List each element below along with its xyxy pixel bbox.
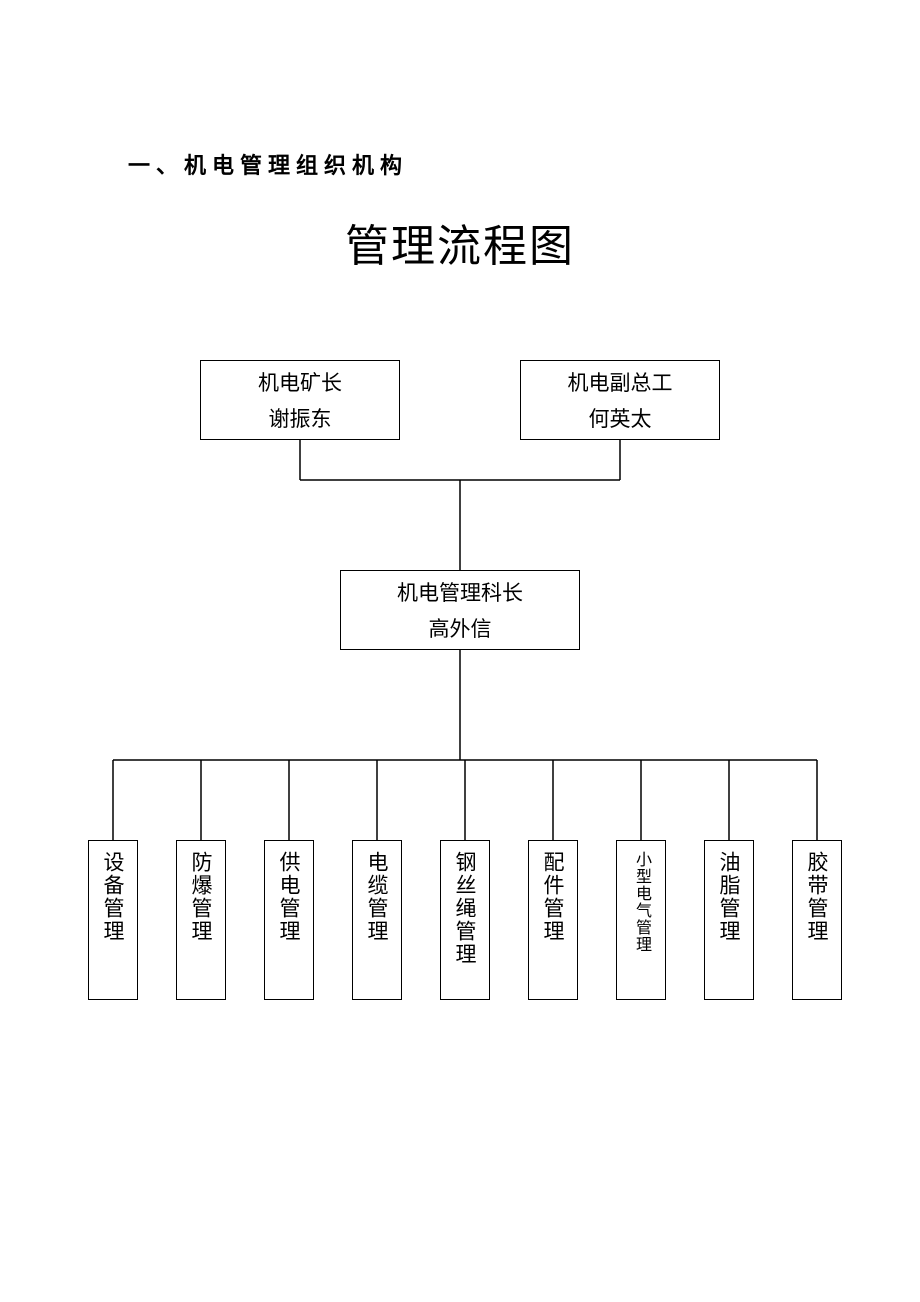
org-diagram: 机电矿长谢振东 机电副总工何英太机电管理科长高外信设备管理 防爆管理 供电管理 电缆管理… <box>0 350 920 1050</box>
leaf-label: 钢丝绳管理 <box>450 851 480 966</box>
leaf-node-0: 设备管理 <box>88 840 138 1000</box>
leaf-label: 配件管理 <box>538 851 568 943</box>
leaf-label: 供电管理 <box>274 851 304 943</box>
leaf-node-4: 钢丝绳管理 <box>440 840 490 1000</box>
leaf-node-1: 防爆管理 <box>176 840 226 1000</box>
leaf-label: 油脂管理 <box>714 851 744 943</box>
leaf-node-6: 小型电气管理 <box>616 840 666 1000</box>
section-header: 一、机电管理组织机构 <box>128 148 408 180</box>
top-node-name: 何英太 <box>589 403 652 433</box>
leaf-label: 小型电气管理 <box>629 851 653 953</box>
leaf-node-8: 胶带管理 <box>792 840 842 1000</box>
main-title: 管理流程图 <box>0 210 920 274</box>
leaf-node-3: 电缆管理 <box>352 840 402 1000</box>
mid-node-title: 机电管理科长 <box>397 577 523 607</box>
leaf-label: 设备管理 <box>98 851 128 943</box>
mid-node: 机电管理科长高外信 <box>340 570 580 650</box>
top-node-name: 谢振东 <box>269 403 332 433</box>
leaf-label: 胶带管理 <box>802 851 832 943</box>
leaf-label: 电缆管理 <box>362 851 392 943</box>
top-node-title: 机电副总工 <box>568 367 673 397</box>
top-node-title: 机电矿长 <box>258 367 342 397</box>
top-node-1: 机电副总工何英太 <box>520 360 720 440</box>
leaf-node-2: 供电管理 <box>264 840 314 1000</box>
mid-node-name: 高外信 <box>429 613 492 643</box>
top-node-0: 机电矿长谢振东 <box>200 360 400 440</box>
leaf-label: 防爆管理 <box>186 851 216 943</box>
leaf-node-7: 油脂管理 <box>704 840 754 1000</box>
leaf-node-5: 配件管理 <box>528 840 578 1000</box>
